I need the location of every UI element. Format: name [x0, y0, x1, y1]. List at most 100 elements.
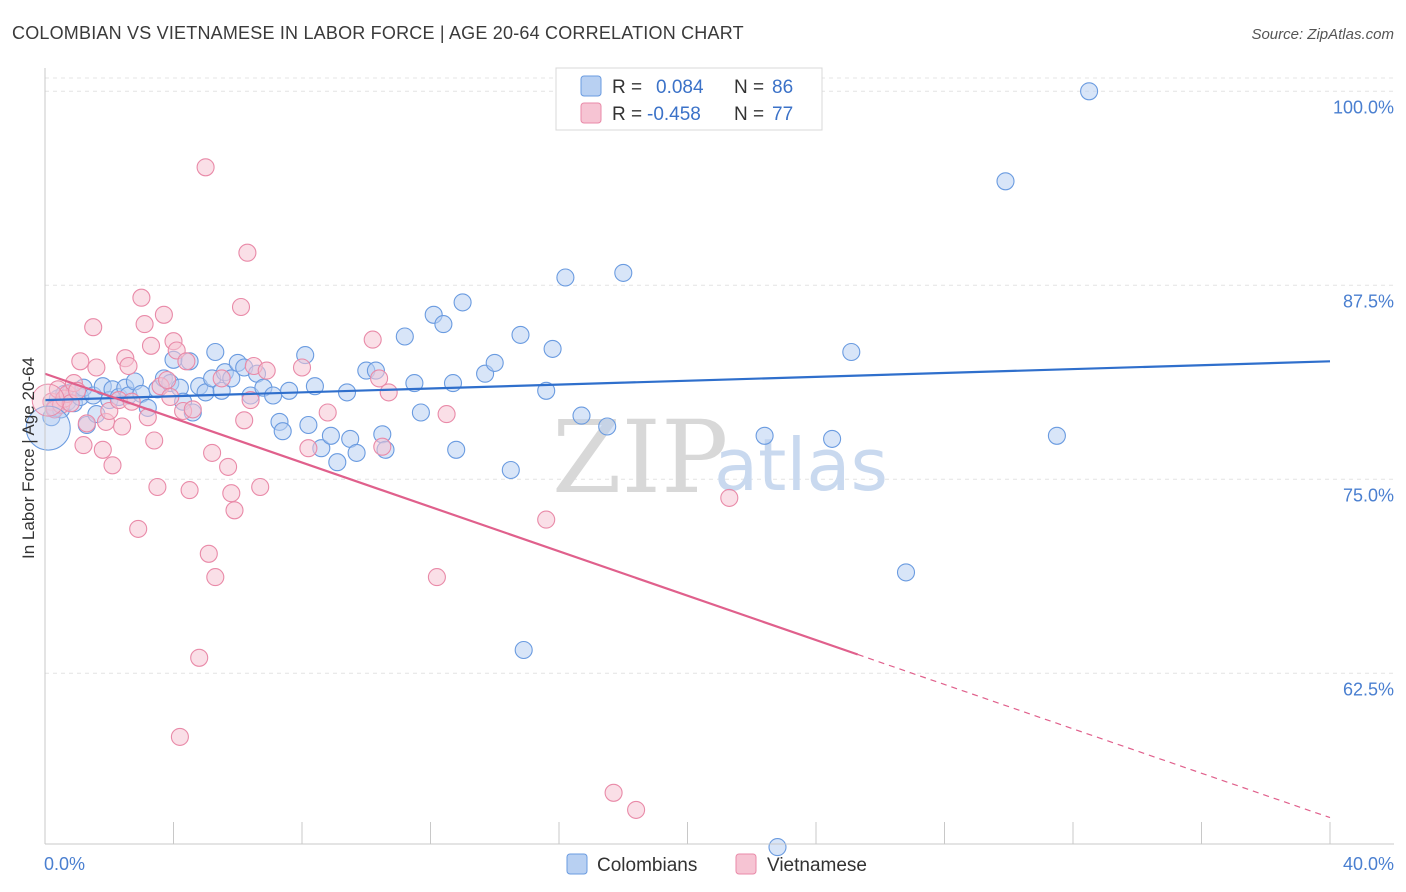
- colombian-point: [543, 339, 562, 358]
- series-legend-label-vietnamese: Vietnamese: [767, 855, 867, 876]
- vietnamese-point: [257, 361, 276, 380]
- vietnamese-point: [604, 783, 623, 802]
- vietnamese-point: [238, 243, 257, 262]
- colombian-point: [896, 563, 916, 582]
- colombian-point: [485, 353, 504, 372]
- vietnamese-point: [225, 501, 244, 520]
- watermark: ZIP atlas: [552, 399, 888, 516]
- y-tick-label: 87.5%: [1343, 291, 1394, 311]
- colombian-trend-line: [44, 360, 1331, 402]
- colombian-point: [264, 386, 283, 405]
- colombian-point: [299, 415, 318, 435]
- vietnamese-point: [180, 481, 199, 500]
- vietnamese-point: [170, 727, 189, 746]
- vietnamese-point: [370, 369, 389, 388]
- watermark-atlas: atlas: [714, 423, 888, 507]
- vietnamese-point: [206, 568, 225, 587]
- vietnamese-point: [183, 400, 202, 419]
- vietnamese-trend-line: [44, 372, 859, 656]
- colombian-point: [273, 422, 292, 441]
- legend-n-label-2: N =: [734, 104, 764, 125]
- legend-swatch-vietnamese: [580, 102, 602, 124]
- vietnamese-point: [129, 519, 148, 538]
- colombian-point: [321, 426, 340, 445]
- vietnamese-point: [231, 297, 251, 317]
- vietnamese-point: [363, 330, 382, 349]
- vietnamese-point: [154, 305, 173, 324]
- vietnamese-trend-line-extension: [857, 653, 1331, 819]
- vietnamese-point: [379, 383, 398, 402]
- colombian-point: [511, 325, 530, 344]
- vietnamese-point: [145, 431, 164, 450]
- vietnamese-point: [177, 352, 196, 371]
- vietnamese-point: [292, 358, 312, 377]
- vietnamese-point: [71, 352, 90, 371]
- colombian-point: [823, 429, 842, 448]
- legend-n-value-1: 86: [772, 77, 793, 98]
- colombian-point: [434, 315, 453, 334]
- correlation-legend: R = 0.084 N = 86 R = -0.458 N = 77: [555, 67, 823, 131]
- chart-source: Source: ZipAtlas.com: [1251, 26, 1394, 43]
- colombian-point: [614, 263, 633, 282]
- y-tick-label: 75.0%: [1343, 485, 1394, 505]
- colombian-point: [206, 342, 225, 362]
- colombian-point: [755, 426, 774, 445]
- vietnamese-point: [103, 456, 122, 475]
- vietnamese-point: [299, 439, 318, 458]
- chart-title: COLOMBIAN VS VIETNAMESE IN LABOR FORCE |…: [12, 23, 744, 43]
- series-legend: Colombians Vietnamese: [566, 853, 867, 876]
- colombian-point: [347, 443, 366, 462]
- vietnamese-point: [720, 488, 739, 507]
- vietnamese-point: [135, 315, 154, 334]
- colombian-point: [337, 383, 357, 402]
- y-tick-label: 62.5%: [1343, 679, 1394, 699]
- legend-r-label-1: R =: [612, 77, 642, 98]
- legend-n-label-1: N =: [734, 77, 764, 98]
- vietnamese-point: [158, 370, 177, 390]
- colombian-point: [598, 417, 617, 436]
- legend-swatch-colombians: [580, 75, 602, 97]
- colombian-point: [328, 453, 347, 472]
- vietnamese-point: [196, 158, 215, 177]
- vietnamese-point: [132, 288, 151, 307]
- vietnamese-point: [318, 403, 337, 422]
- vietnamese-point: [437, 405, 456, 424]
- legend-r-value-1: 0.084: [656, 77, 704, 98]
- x-tick-label-max: 40.0%: [1343, 854, 1394, 874]
- colombian-point: [768, 838, 787, 857]
- vietnamese-point: [212, 369, 231, 388]
- vietnamese-point: [87, 358, 106, 377]
- colombian-point: [996, 172, 1015, 191]
- vietnamese-point: [427, 568, 446, 587]
- colombian-point: [572, 406, 591, 425]
- vietnamese-point: [93, 440, 112, 459]
- legend-r-label-2: R =: [612, 104, 642, 125]
- colombian-point: [453, 293, 472, 312]
- y-axis-label: In Labor Force | Age 20-64: [19, 357, 38, 559]
- vietnamese-point: [251, 477, 270, 497]
- colombian-point: [395, 327, 414, 346]
- legend-r-value-2: -0.458: [647, 104, 701, 125]
- colombian-point: [280, 381, 299, 400]
- vietnamese-point: [537, 510, 556, 529]
- y-tick-label: 100.0%: [1333, 97, 1394, 117]
- vietnamese-point: [627, 800, 646, 819]
- vietnamese-point: [77, 414, 96, 433]
- vietnamese-point: [74, 436, 93, 455]
- vietnamese-point: [141, 336, 161, 355]
- vietnamese-point: [219, 457, 238, 476]
- colombian-point: [405, 374, 424, 393]
- colombian-point: [501, 460, 520, 480]
- vietnamese-point: [190, 648, 209, 667]
- vietnamese-point: [203, 443, 222, 462]
- trend-lines: [44, 360, 1331, 819]
- colombian-point: [411, 403, 430, 422]
- series-legend-label-colombians: Colombians: [597, 855, 697, 876]
- colombian-point: [1080, 82, 1099, 101]
- x-tick-label-min: 0.0%: [44, 854, 85, 874]
- vietnamese-point: [373, 437, 392, 456]
- colombian-point: [556, 268, 575, 287]
- vietnamese-point: [84, 318, 103, 337]
- colombian-cluster-point: [25, 405, 71, 451]
